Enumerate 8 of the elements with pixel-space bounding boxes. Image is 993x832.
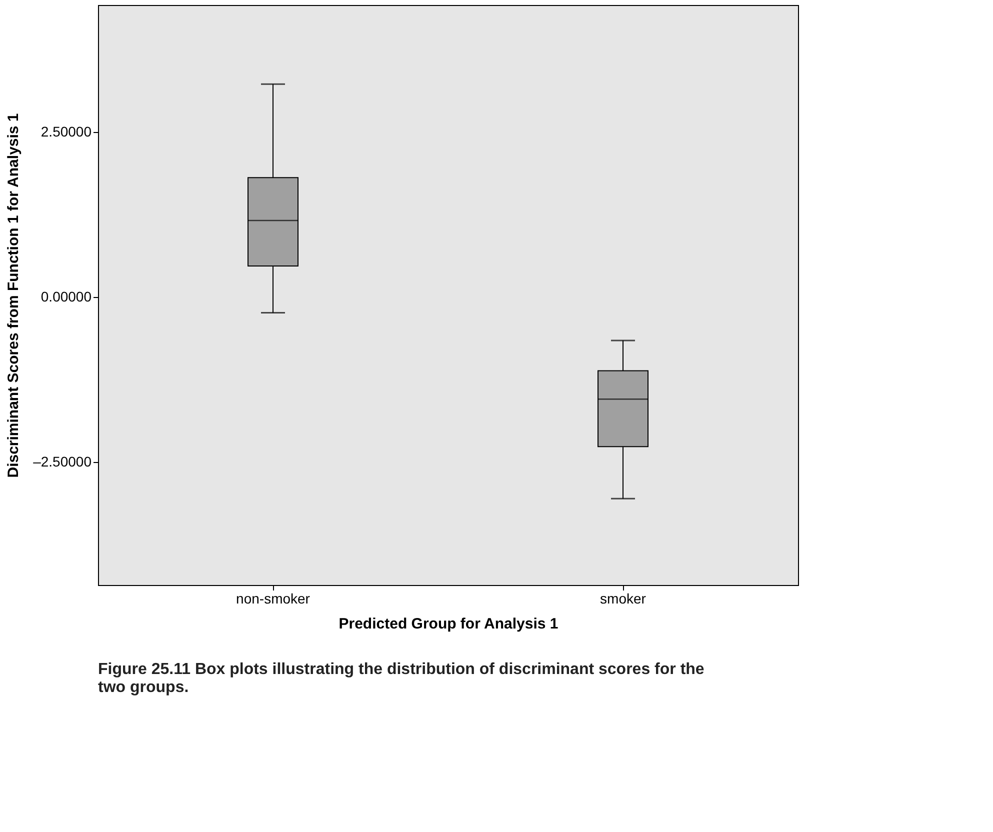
y-tick-label: 0.00000 — [40, 288, 92, 304]
y-tick-label: –2.50000 — [33, 453, 92, 470]
caption: Figure 25.11 Box plots illustrating the distribution of discriminant scores for the two groups. — [98, 661, 704, 696]
y-tick-label: 2.50000 — [40, 124, 92, 140]
x-tick-label: smoker — [600, 590, 646, 606]
x-tick-label: non-smoker — [236, 590, 310, 606]
y-axis-title: Discriminant Scores from Function 1 for Analysis 1 — [5, 113, 22, 478]
x-axis-title: Predicted Group for Analysis 1 — [338, 616, 558, 632]
